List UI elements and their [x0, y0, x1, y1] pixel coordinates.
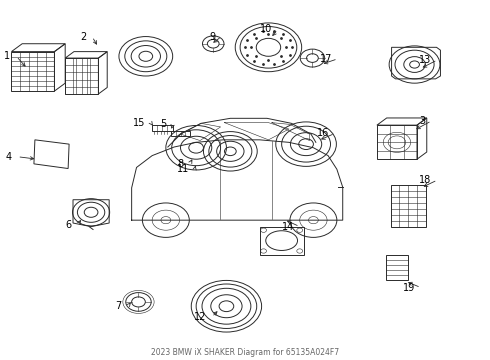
Bar — [386, 255, 408, 280]
Text: 15: 15 — [132, 118, 145, 128]
Text: 1: 1 — [4, 51, 10, 61]
Bar — [260, 226, 304, 255]
Text: 18: 18 — [419, 175, 432, 185]
Text: 6: 6 — [66, 220, 72, 230]
Text: 13: 13 — [419, 55, 432, 65]
Text: 14: 14 — [282, 222, 294, 231]
Bar — [65, 58, 98, 94]
Text: 7: 7 — [116, 301, 122, 311]
Text: 4: 4 — [5, 152, 11, 162]
Text: 8: 8 — [178, 159, 184, 169]
Bar — [171, 131, 190, 135]
Bar — [391, 185, 426, 226]
Text: 12: 12 — [194, 312, 206, 322]
Text: 11: 11 — [176, 164, 189, 174]
Text: 17: 17 — [319, 54, 332, 64]
Text: 2023 BMW iX SHAKER Diagram for 65135A024F7: 2023 BMW iX SHAKER Diagram for 65135A024… — [151, 348, 339, 357]
Text: 3: 3 — [419, 116, 426, 126]
Text: 9: 9 — [210, 32, 216, 41]
Text: 19: 19 — [403, 283, 415, 293]
Text: 2: 2 — [80, 32, 86, 41]
Text: 5: 5 — [161, 120, 167, 129]
Bar — [377, 125, 417, 159]
Text: 10: 10 — [260, 24, 272, 35]
Bar — [11, 51, 54, 91]
Bar — [152, 126, 172, 131]
Text: 16: 16 — [317, 129, 329, 138]
